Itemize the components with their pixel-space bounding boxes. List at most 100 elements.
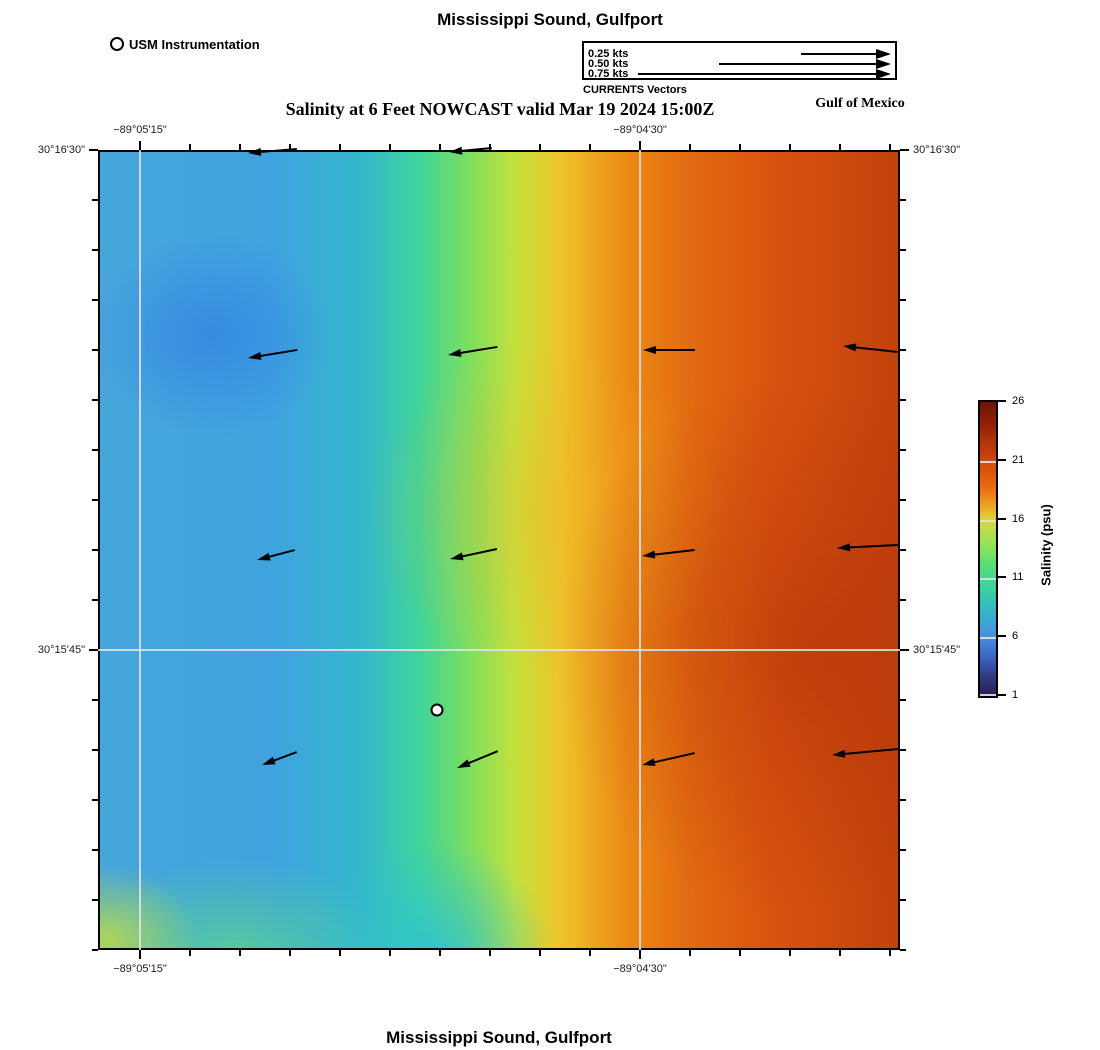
arrow-shaft — [653, 349, 695, 351]
y-tick — [92, 249, 98, 251]
y-axis-label-left: 30°16'30" — [37, 144, 85, 156]
station-circle-icon — [110, 37, 124, 51]
y-tick — [900, 449, 906, 451]
arrow-head-icon — [449, 552, 464, 563]
colorbar-tick — [998, 459, 1006, 461]
colorbar-tick-label: 26 — [1012, 395, 1025, 407]
currents-scale-arrow — [801, 49, 891, 59]
colorbar-gridline — [980, 578, 996, 580]
arrow-head-icon — [876, 49, 891, 59]
x-tick — [889, 950, 891, 956]
y-axis-label-right: 30°16'30" — [913, 144, 961, 156]
currents-scale-arrow — [719, 59, 891, 69]
y-tick — [900, 549, 906, 551]
region-label: Gulf of Mexico — [815, 96, 905, 111]
currents-speed-label: 0.25 kts — [588, 48, 629, 60]
colorbar-tick-label: 11 — [1012, 571, 1024, 583]
y-tick — [900, 349, 906, 351]
current-vector-arrow — [643, 345, 695, 355]
currents-speed-label: 0.75 kts — [588, 68, 629, 80]
x-tick — [339, 950, 341, 956]
arrow-shaft — [651, 549, 696, 556]
colorbar-tick-label: 21 — [1012, 454, 1025, 466]
x-tick — [689, 950, 691, 956]
x-tick — [739, 950, 741, 956]
plot-subtitle: Salinity at 6 Feet NOWCAST valid Mar 19 … — [285, 99, 715, 119]
y-tick — [900, 299, 906, 301]
x-axis-label-top: −89°04'30" — [613, 124, 667, 136]
x-tick — [339, 144, 341, 150]
y-tick — [900, 599, 906, 601]
arrow-head-icon — [876, 59, 891, 69]
colorbar-gridline — [980, 637, 996, 639]
arrow-shaft — [852, 346, 899, 353]
y-tick — [900, 949, 906, 951]
x-tick — [639, 950, 641, 959]
x-tick — [189, 950, 191, 956]
salinity-map: −89°05'15" −89°05'15" −89°04'30" −89°04'30"… — [38, 124, 960, 975]
y-tick — [900, 649, 909, 651]
colorbar-tick — [998, 635, 1006, 637]
x-tick — [839, 144, 841, 150]
arrow-shaft — [257, 148, 298, 154]
x-tick — [489, 144, 491, 150]
page-title-bottom: Mississippi Sound, Gulfport — [386, 1028, 612, 1047]
y-tick — [89, 149, 98, 151]
x-tick — [589, 950, 591, 956]
colorbar-tick — [998, 518, 1006, 520]
gridline-vertical — [139, 150, 141, 950]
colorbar-gridline — [980, 694, 996, 696]
y-tick — [900, 899, 906, 901]
arrow-head-icon — [876, 69, 891, 79]
station-legend-label: USM Instrumentation — [129, 36, 260, 52]
page-title-top: Mississippi Sound, Gulfport — [437, 10, 663, 29]
y-tick — [92, 399, 98, 401]
y-tick — [92, 449, 98, 451]
x-tick — [539, 950, 541, 956]
colorbar-axis-label: Salinity (psu) — [1038, 504, 1054, 586]
y-tick — [900, 699, 906, 701]
x-tick — [239, 144, 241, 150]
x-axis-label-bottom: −89°05'15" — [113, 963, 167, 975]
y-tick — [92, 499, 98, 501]
x-tick — [589, 144, 591, 150]
x-tick — [189, 144, 191, 150]
gridline-vertical — [639, 150, 641, 950]
y-tick — [900, 799, 906, 801]
x-tick — [839, 950, 841, 956]
x-tick — [539, 144, 541, 150]
x-tick — [689, 144, 691, 150]
colorbar-gridline — [980, 461, 996, 463]
y-tick — [92, 699, 98, 701]
x-axis-label-top: −89°05'15" — [113, 124, 167, 136]
colorbar-tick — [998, 400, 1006, 402]
y-tick — [92, 349, 98, 351]
y-tick — [900, 399, 906, 401]
y-tick — [900, 499, 906, 501]
x-tick — [139, 141, 141, 150]
colorbar-tick-label: 6 — [1012, 630, 1019, 642]
y-axis-label-left: 30°15'45" — [37, 644, 85, 656]
currents-legend-caption: CURRENTS Vectors — [583, 84, 687, 96]
x-tick — [489, 950, 491, 956]
x-tick — [789, 950, 791, 956]
colorbar-tick — [998, 576, 1006, 578]
colorbar — [978, 400, 998, 698]
arrow-shaft — [638, 73, 878, 75]
currents-scale-arrow — [638, 69, 891, 79]
arrow-shaft — [719, 63, 878, 65]
x-tick — [439, 144, 441, 150]
x-tick — [139, 950, 141, 959]
y-tick — [92, 949, 98, 951]
colorbar-tick-label: 1 — [1012, 689, 1019, 701]
station-legend: USM Instrumentation — [110, 36, 260, 52]
y-tick — [92, 299, 98, 301]
y-tick — [92, 899, 98, 901]
arrow-shaft — [846, 544, 899, 549]
y-tick — [92, 749, 98, 751]
y-tick — [92, 199, 98, 201]
arrow-head-icon — [641, 758, 656, 769]
x-tick — [239, 950, 241, 956]
x-tick — [389, 950, 391, 956]
y-tick — [900, 849, 906, 851]
